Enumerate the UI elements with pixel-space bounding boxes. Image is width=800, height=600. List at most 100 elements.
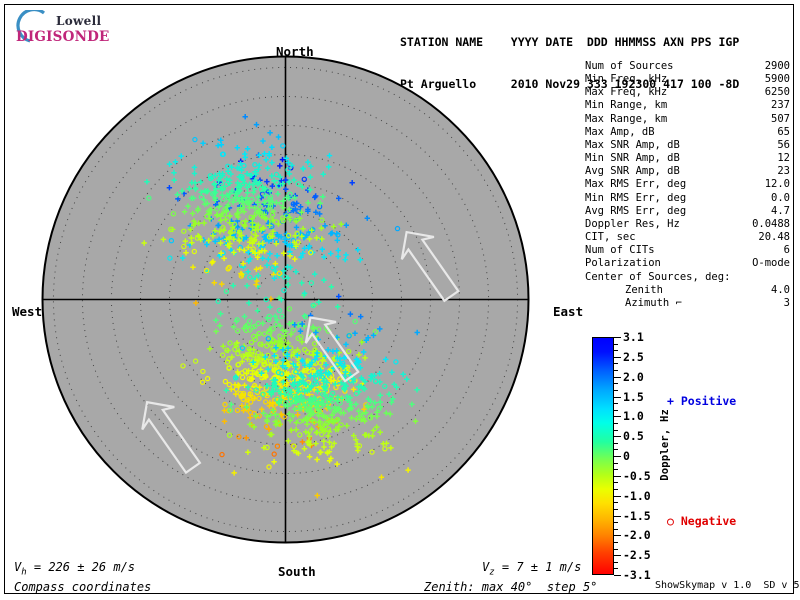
stat-key: Doppler Res, Hz <box>585 218 680 231</box>
colorbar-minor-tick <box>614 390 618 391</box>
stat-value: 3 <box>784 297 790 310</box>
colorbar-tick-label: 2.0 <box>623 370 644 384</box>
stat-value: 4.0 <box>771 284 790 297</box>
colorbar-minor-tick <box>614 542 618 543</box>
vh-value: = 226 ± 26 m/s <box>27 560 135 574</box>
colorbar-minor-tick <box>614 522 618 523</box>
colorbar-title: Doppler, Hz <box>659 409 671 481</box>
colorbar-minor-tick <box>614 502 618 503</box>
colorbar-minor-tick <box>614 568 618 569</box>
stat-value: 65 <box>777 126 790 139</box>
legend-positive: + Positive <box>667 394 736 408</box>
logo-brand-text: Lowell <box>56 14 101 28</box>
vz-value: = 7 ± 1 m/s <box>495 560 582 574</box>
colorbar-major-tick <box>614 456 621 457</box>
stat-key: Zenith <box>585 284 663 297</box>
colorbar-tick-label: -1.0 <box>623 489 651 503</box>
colorbar-minor-tick <box>614 370 618 371</box>
stat-row: Polarization O-mode <box>585 257 790 270</box>
label-south: South <box>278 564 316 579</box>
stat-value: O-mode <box>752 257 790 270</box>
stat-key: Min RMS Err, deg <box>585 192 686 205</box>
stat-value: 6250 <box>765 86 790 99</box>
colorbar-major-tick <box>614 436 621 437</box>
center-stat-row: Azimuth ⌐ 3 <box>585 297 790 310</box>
stat-key: Min Range, km <box>585 99 667 112</box>
colorbar-minor-tick <box>614 410 618 411</box>
colorbar-major-tick <box>614 555 621 556</box>
stat-row: Max RMS Err, deg12.0 <box>585 178 790 191</box>
colorbar-tick-label: 2.5 <box>623 350 644 364</box>
colorbar-major-tick <box>614 397 621 398</box>
stat-row: Num of Sources 2900 <box>585 60 790 73</box>
stat-row: Min Range, km 237 <box>585 99 790 112</box>
colorbar-major-tick <box>614 357 621 358</box>
colorbar-minor-tick <box>614 449 618 450</box>
stat-key: Num of CITs <box>585 244 655 257</box>
colorbar-minor-tick <box>614 350 618 351</box>
colorbar-major-tick <box>614 575 621 576</box>
stat-row: Min Freq, kHz5900 <box>585 73 790 86</box>
stat-row: Max SNR Amp, dB56 <box>585 139 790 152</box>
stat-key: Azimuth ⌐ <box>585 297 682 310</box>
colorbar-tick-label: 1.5 <box>623 390 644 404</box>
logo-product-text: DIGISONDE <box>16 29 110 45</box>
stat-row: Max Freq, kHz6250 <box>585 86 790 99</box>
colorbar-major-tick <box>614 496 621 497</box>
header-columns: STATION NAME YYYY DATE DDD HHMMSS AXN PP… <box>400 35 739 49</box>
colorbar-major-tick <box>614 516 621 517</box>
colorbar-tick-label: -2.5 <box>623 548 651 562</box>
stat-value: 0.0488 <box>752 218 790 231</box>
stat-row: Max Amp, dB 65 <box>585 126 790 139</box>
colorbar-minor-tick <box>614 430 618 431</box>
compass-coordinates-note: Compass coordinates <box>14 580 151 594</box>
colorbar-tick-label: -0.5 <box>623 469 651 483</box>
center-of-sources-header: Center of Sources, deg: <box>585 271 790 284</box>
colorbar-tick-label: -2.0 <box>623 528 651 542</box>
stat-value: 2900 <box>765 60 790 73</box>
colorbar-tick-label: -3.1 <box>623 568 651 582</box>
colorbar-tick-label: 3.1 <box>623 330 644 344</box>
skymap-polar-plot[interactable] <box>38 52 533 547</box>
stat-row: Avg SNR Amp, dB23 <box>585 165 790 178</box>
stat-row: Min RMS Err, deg0.0 <box>585 192 790 205</box>
stat-key: Max Amp, dB <box>585 126 655 139</box>
colorbar-minor-tick <box>614 443 618 444</box>
stat-value: 4.7 <box>771 205 790 218</box>
colorbar-tick-label: 0.5 <box>623 429 644 443</box>
stat-value: 6 <box>784 244 790 257</box>
colorbar-minor-tick <box>614 383 618 384</box>
colorbar-major-tick <box>614 377 621 378</box>
colorbar-minor-tick <box>614 344 618 345</box>
version-label: ShowSkymap v 1.0 SD v 5.0 <box>655 580 800 591</box>
colorbar-minor-tick <box>614 423 618 424</box>
horizontal-velocity: Vh = 226 ± 26 m/s <box>14 560 135 577</box>
colorbar-major-tick <box>614 337 621 338</box>
lowell-digisonde-logo: Lowell DIGISONDE <box>14 8 124 48</box>
label-north: North <box>276 44 314 59</box>
stat-key: Min SNR Amp, dB <box>585 152 680 165</box>
colorbar-minor-tick <box>614 489 618 490</box>
stat-value: 56 <box>777 139 790 152</box>
colorbar-tick-label: 1.0 <box>623 409 644 423</box>
stat-key: Max Range, km <box>585 113 667 126</box>
legend-negative: ○ Negative <box>667 514 736 528</box>
stat-key: Avg RMS Err, deg <box>585 205 686 218</box>
zenith-scale-note: Zenith: max 40° step 5° <box>424 580 597 594</box>
colorbar-minor-tick <box>614 463 618 464</box>
label-east: East <box>553 304 583 319</box>
stat-value: 23 <box>777 165 790 178</box>
doppler-colorbar <box>592 337 614 575</box>
stat-key: Polarization <box>585 257 661 270</box>
stat-key: Num of Sources <box>585 60 674 73</box>
stat-value: 507 <box>771 113 790 126</box>
stat-row: Max Range, km 507 <box>585 113 790 126</box>
statistics-panel: Num of Sources 2900Min Freq, kHz5900Max F… <box>585 60 790 310</box>
stat-row: Avg RMS Err, deg 4.7 <box>585 205 790 218</box>
colorbar-minor-tick <box>614 509 618 510</box>
stat-value: 237 <box>771 99 790 112</box>
colorbar-tick-label: 0 <box>623 449 630 463</box>
stat-key: Max RMS Err, deg <box>585 178 686 191</box>
colorbar-tick-label: -1.5 <box>623 509 651 523</box>
colorbar-minor-tick <box>614 403 618 404</box>
